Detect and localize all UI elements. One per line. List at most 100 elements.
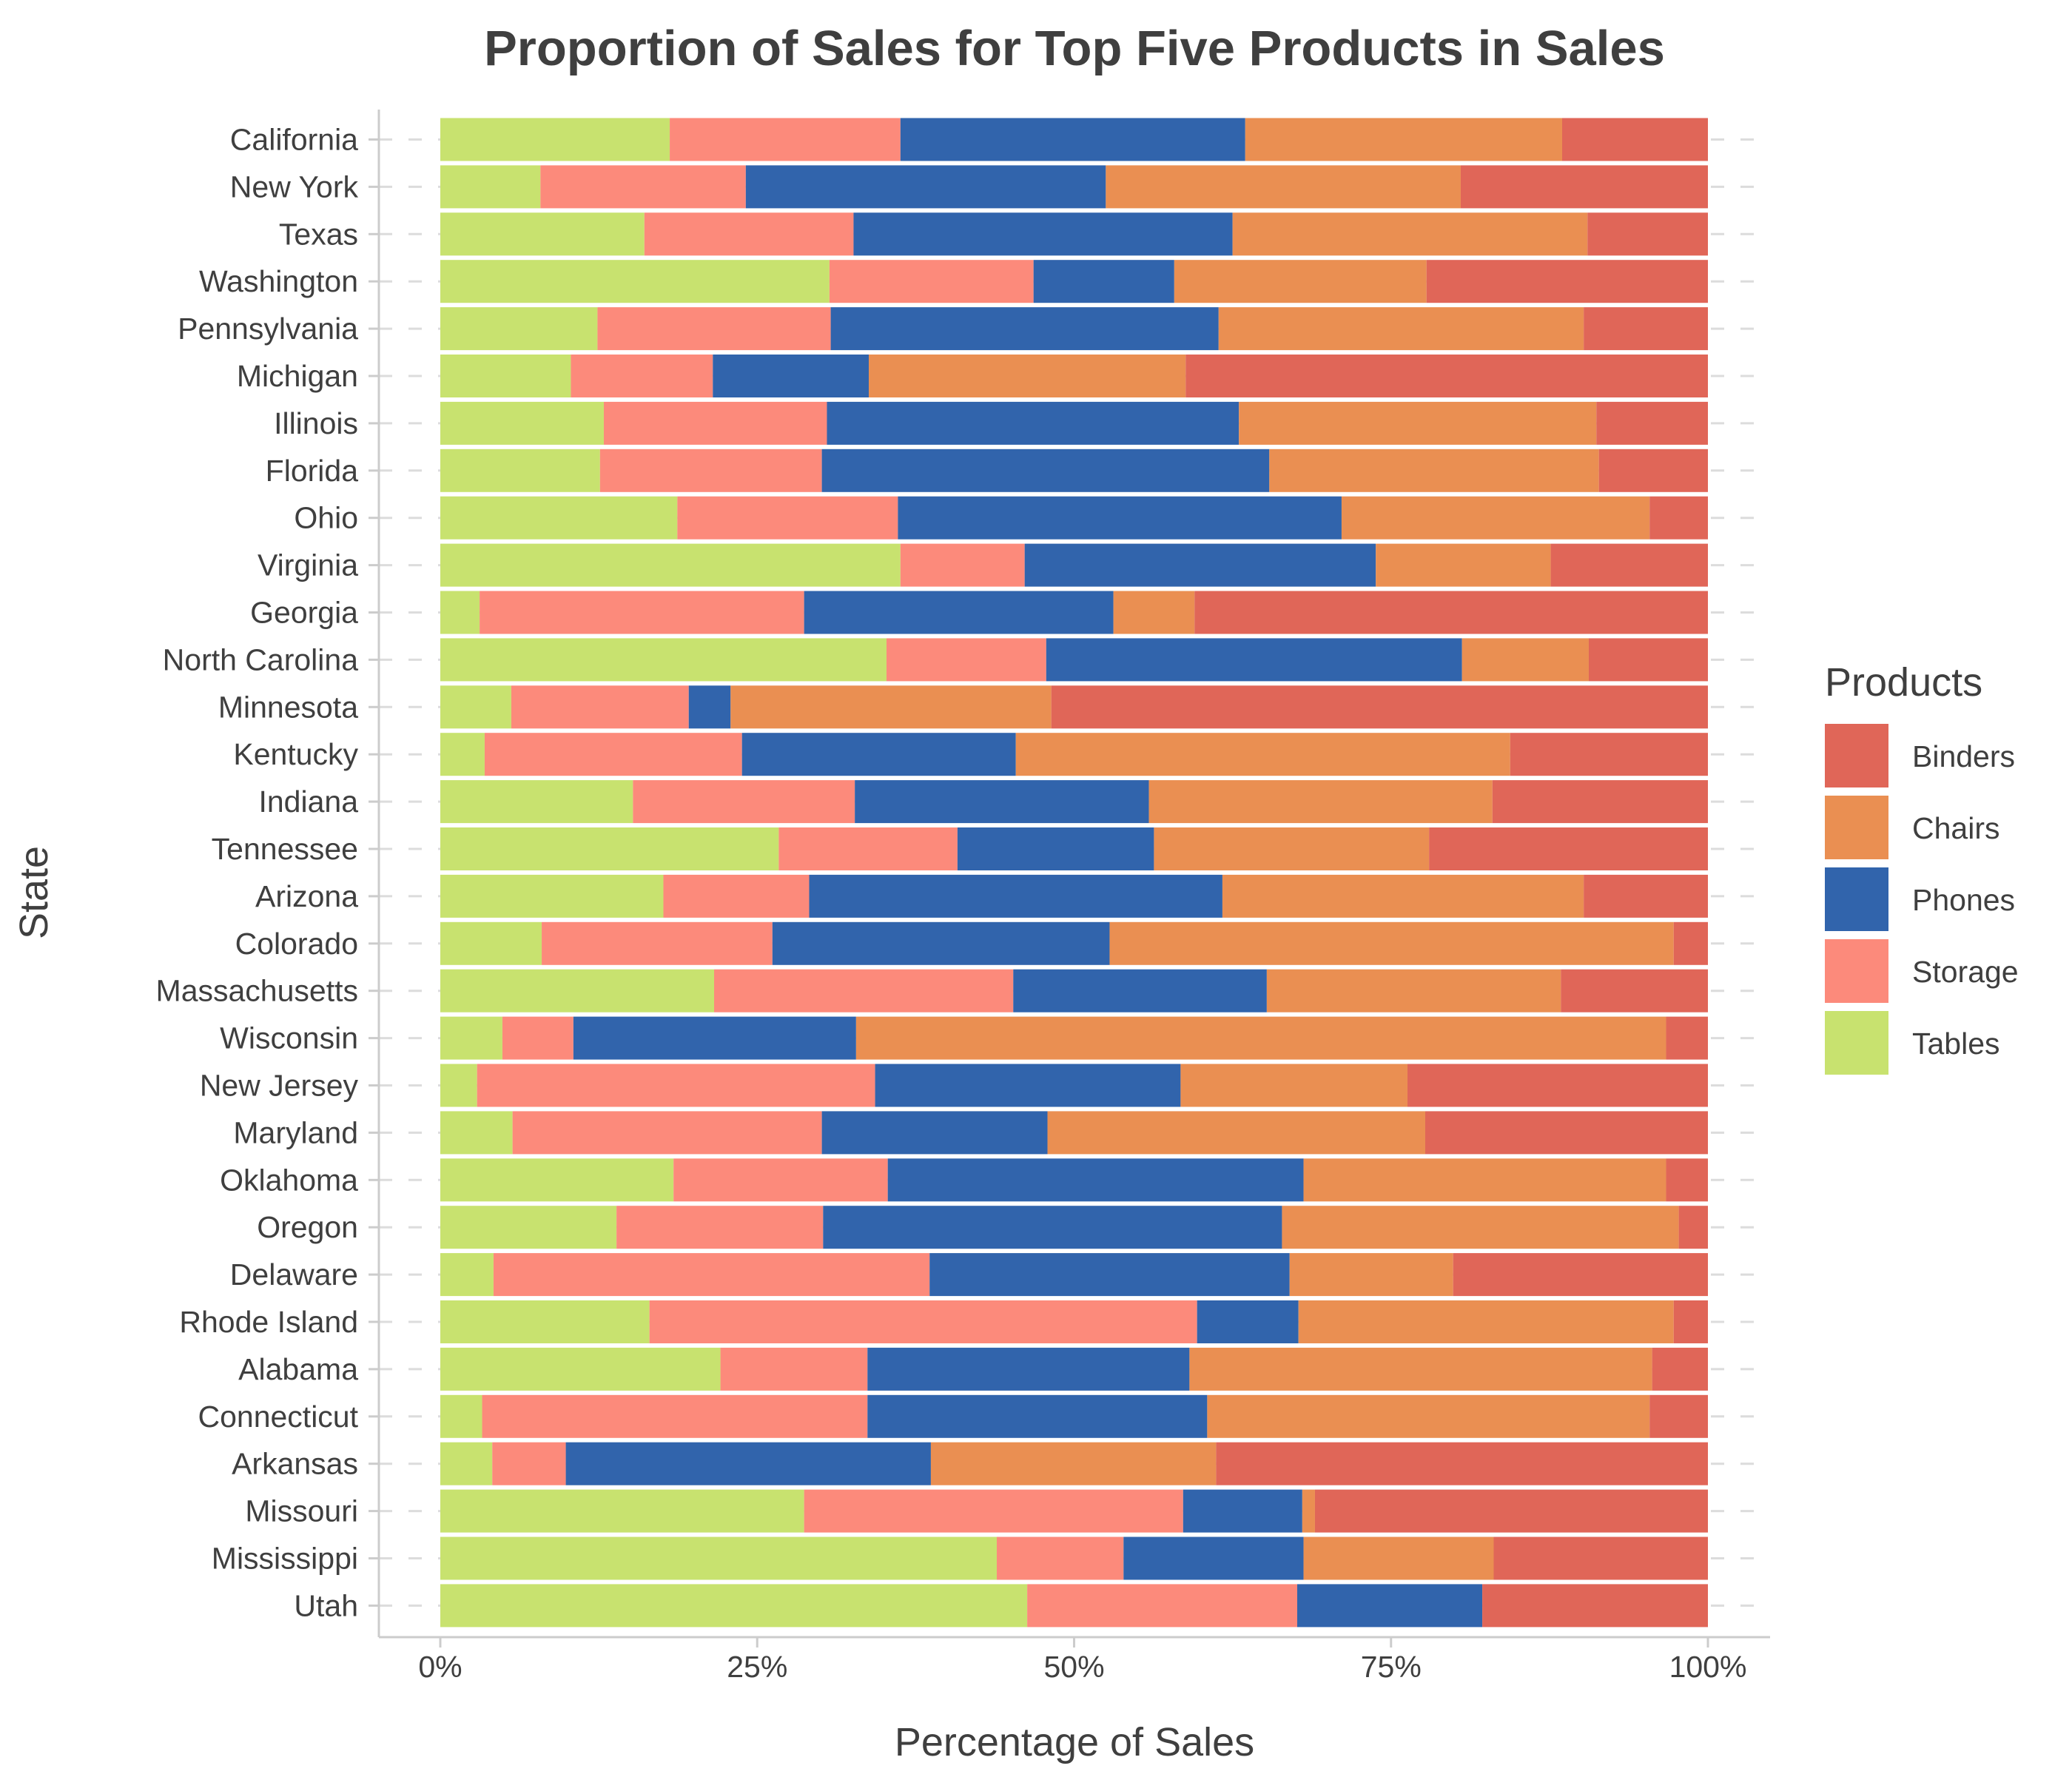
bar-binders-washington xyxy=(1426,260,1708,303)
bar-tables-georgia xyxy=(440,591,480,634)
bar-phones-arkansas xyxy=(565,1442,931,1485)
bar-tables-rhode-island xyxy=(440,1300,650,1343)
bar-tables-pennsylvania xyxy=(440,307,598,351)
y-tick-label: New York xyxy=(230,169,359,204)
bar-storage-massachusetts xyxy=(714,969,1014,1012)
bar-phones-florida xyxy=(821,449,1270,492)
bar-chairs-alabama xyxy=(1189,1347,1652,1391)
bar-tables-missouri xyxy=(440,1489,804,1533)
bar-tables-florida xyxy=(440,449,600,492)
y-tick-label: Pennsylvania xyxy=(178,312,358,346)
bar-binders-indiana xyxy=(1492,780,1708,824)
x-tick-label: 25% xyxy=(727,1650,787,1684)
legend: Products Binders Chairs Phones Storage Table… xyxy=(1825,660,2019,1075)
bar-storage-new-jersey xyxy=(477,1064,875,1107)
y-tick-label: Maryland xyxy=(233,1115,358,1149)
chart-title: Proportion of Sales for Top Five Product… xyxy=(484,21,1665,76)
bar-phones-michigan xyxy=(713,355,869,397)
bar-phones-delaware xyxy=(929,1253,1290,1297)
y-tick-label: Illinois xyxy=(274,406,358,440)
bar-tables-oklahoma xyxy=(440,1158,674,1202)
y-tick-label: Minnesota xyxy=(218,690,358,724)
y-tick-label: Oklahoma xyxy=(220,1163,358,1197)
bar-chairs-arizona xyxy=(1222,874,1584,918)
bar-tables-tennessee xyxy=(440,827,779,870)
bar-chairs-missouri xyxy=(1302,1489,1315,1533)
bar-binders-new-york xyxy=(1460,165,1708,209)
bar-phones-mississippi xyxy=(1123,1536,1304,1580)
bar-chairs-michigan xyxy=(868,355,1186,397)
bar-tables-washington xyxy=(440,260,830,303)
bar-binders-north-carolina xyxy=(1588,638,1708,682)
bar-storage-maryland xyxy=(512,1111,822,1155)
bar-tables-arkansas xyxy=(440,1442,493,1485)
bar-tables-new-york xyxy=(440,165,541,209)
bar-tables-kentucky xyxy=(440,733,485,776)
y-tick-label: Arizona xyxy=(255,879,358,913)
y-tick-label: New Jersey xyxy=(200,1069,359,1103)
legend-key-phones xyxy=(1825,867,1888,931)
bar-phones-oregon xyxy=(823,1206,1282,1249)
bar-chairs-new-jersey xyxy=(1180,1064,1408,1107)
bar-phones-utah xyxy=(1296,1584,1483,1628)
bar-phones-maryland xyxy=(821,1111,1048,1155)
bar-phones-tennessee xyxy=(957,827,1154,870)
bar-binders-minnesota xyxy=(1051,685,1708,729)
bar-binders-utah xyxy=(1482,1584,1708,1628)
bar-tables-virginia xyxy=(440,543,901,587)
bar-tables-north-carolina xyxy=(440,638,887,682)
bar-phones-massachusetts xyxy=(1013,969,1267,1012)
bar-storage-ohio xyxy=(677,496,898,540)
y-tick-label: Arkansas xyxy=(232,1447,358,1481)
bar-chairs-washington xyxy=(1174,260,1427,303)
bar-phones-oklahoma xyxy=(887,1158,1304,1202)
bar-binders-florida xyxy=(1598,449,1708,492)
bar-chairs-illinois xyxy=(1239,401,1597,445)
bar-storage-washington xyxy=(829,260,1034,303)
bar-phones-connecticut xyxy=(867,1394,1208,1438)
x-axis-title: Percentage of Sales xyxy=(895,1720,1254,1764)
bar-binders-connecticut xyxy=(1649,1394,1708,1438)
bar-phones-washington xyxy=(1033,260,1174,303)
bar-phones-california xyxy=(900,118,1245,161)
bar-phones-new-jersey xyxy=(875,1064,1181,1107)
bar-storage-alabama xyxy=(720,1347,868,1391)
y-tick-label: Delaware xyxy=(230,1257,358,1292)
bar-chairs-colorado xyxy=(1109,921,1674,965)
bar-storage-arkansas xyxy=(492,1442,566,1485)
bar-binders-oklahoma xyxy=(1666,1158,1708,1202)
bar-storage-rhode-island xyxy=(649,1300,1197,1343)
bar-chairs-florida xyxy=(1269,449,1599,492)
bar-phones-north-carolina xyxy=(1046,638,1462,682)
bar-tables-illinois xyxy=(440,401,604,445)
bar-chairs-california xyxy=(1245,118,1563,161)
bar-tables-minnesota xyxy=(440,685,511,729)
bar-binders-tennessee xyxy=(1429,827,1708,870)
bar-binders-mississippi xyxy=(1493,1536,1708,1580)
legend-label-binders: Binders xyxy=(1912,739,2015,773)
legend-key-storage xyxy=(1825,939,1888,1003)
bar-phones-virginia xyxy=(1024,543,1376,587)
bar-chairs-indiana xyxy=(1148,780,1493,824)
y-tick-label: California xyxy=(230,123,358,157)
x-tick-label: 100% xyxy=(1669,1650,1747,1684)
bar-binders-oregon xyxy=(1678,1206,1708,1249)
bar-chairs-pennsylvania xyxy=(1218,307,1584,351)
bar-binders-pennsylvania xyxy=(1584,307,1708,351)
bar-storage-michigan xyxy=(571,355,713,397)
bar-chairs-oregon xyxy=(1282,1206,1679,1249)
y-axis-title: State xyxy=(12,846,56,939)
y-tick-label: Ohio xyxy=(294,501,358,535)
bar-phones-texas xyxy=(853,212,1233,256)
bar-chairs-massachusetts xyxy=(1266,969,1561,1012)
legend-label-tables: Tables xyxy=(1912,1027,2000,1061)
bar-chairs-rhode-island xyxy=(1298,1300,1674,1343)
bar-phones-georgia xyxy=(804,591,1114,634)
bar-chairs-wisconsin xyxy=(855,1016,1666,1060)
bar-tables-alabama xyxy=(440,1347,721,1391)
y-tick-label: Georgia xyxy=(250,596,358,630)
bar-phones-colorado xyxy=(772,921,1110,965)
bar-storage-california xyxy=(670,118,901,161)
bar-storage-florida xyxy=(599,449,822,492)
y-tick-label: Virginia xyxy=(258,548,358,582)
